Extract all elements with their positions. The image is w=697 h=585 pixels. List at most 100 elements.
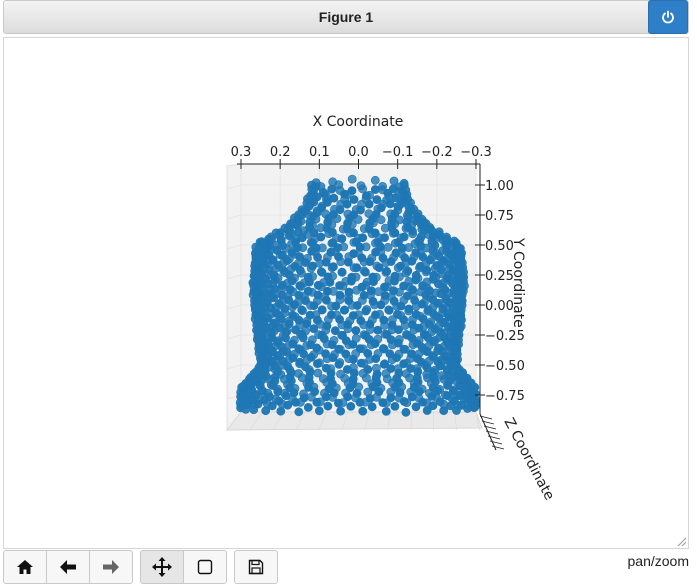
scatter-point [351, 349, 361, 358]
scatter-point [409, 378, 419, 388]
save-button[interactable] [234, 550, 278, 584]
scatter-point [322, 354, 332, 363]
scatter-point [404, 243, 413, 252]
z-tick [481, 420, 495, 425]
scatter-point [419, 297, 429, 307]
plot-svg[interactable]: 0.3 0.2 0.1 0.0 −0.1 −0.2 −0.3 1.00 0.75 0.50 0.25… [4, 38, 688, 548]
scatter-point [343, 378, 353, 388]
scatter-point [421, 267, 431, 277]
scatter-point [380, 223, 390, 233]
scatter-point [288, 302, 297, 312]
floor-gridline [318, 411, 327, 431]
scatter-point [337, 267, 347, 277]
scatter-point [275, 250, 285, 260]
scatter-point [416, 249, 426, 259]
scatter-point [278, 258, 288, 268]
zoom-button[interactable] [183, 550, 227, 584]
scatter-point [327, 301, 336, 311]
scatter-point [453, 400, 463, 410]
scatter-point [430, 263, 440, 273]
close-figure-button[interactable] [648, 0, 688, 34]
scatter-point [410, 239, 420, 248]
scatter-point [323, 315, 333, 324]
scatter-point [390, 238, 400, 248]
scatter-point [394, 349, 404, 359]
scatter-point [306, 301, 315, 310]
scatter-point [330, 247, 340, 257]
scatter-point [406, 387, 416, 397]
scatter-point [263, 388, 273, 398]
z-tick [483, 425, 497, 430]
scatter-point [343, 324, 353, 334]
z-tick [489, 440, 503, 445]
scatter-point [322, 377, 331, 387]
scatter-point [353, 215, 363, 224]
scatter-point [346, 401, 356, 411]
scatter-point [357, 199, 366, 209]
scatter-point [303, 253, 312, 263]
scatter-point [302, 341, 312, 350]
scatter-point [330, 326, 340, 336]
save-group [234, 550, 278, 584]
scatter-point [357, 295, 367, 305]
scatter-point [463, 401, 473, 411]
scatter-point [306, 237, 316, 247]
scatter-point [393, 205, 403, 215]
pan-button[interactable] [140, 550, 184, 584]
scatter-point [386, 387, 396, 397]
scatter-point [411, 301, 421, 311]
scatter-point [336, 406, 345, 416]
scatter-point [372, 195, 382, 204]
z-tick [479, 415, 493, 420]
scatter-point [302, 316, 312, 326]
scatter-point [423, 306, 433, 316]
back-button[interactable] [46, 550, 90, 584]
y-tick-label: −0.25 [485, 329, 525, 344]
scatter-point [327, 220, 337, 229]
scatter-point [447, 394, 457, 403]
scatter-point [314, 406, 324, 416]
scatter-point [337, 320, 347, 330]
y-tick-label: −0.50 [485, 359, 525, 374]
scatter-point [371, 272, 381, 282]
scatter-point [425, 388, 434, 398]
forward-button[interactable] [89, 550, 133, 584]
scatter-point [359, 320, 369, 330]
scatter-point [294, 407, 304, 417]
scatter-point [295, 359, 304, 369]
scatter-point [401, 258, 411, 268]
scatter-point [298, 243, 308, 252]
scatter-point [384, 305, 394, 315]
resize-grip-icon[interactable] [676, 536, 686, 546]
scatter-point [387, 325, 397, 335]
scatter-point [307, 335, 317, 345]
scatter-point [393, 364, 403, 373]
scatter-point [317, 267, 327, 277]
side-gridline [226, 304, 242, 310]
scatter-point [338, 281, 348, 291]
x-tick-label: 0.1 [309, 145, 330, 160]
scatter-point [273, 384, 283, 394]
scatter-point [434, 298, 444, 308]
scatter-point [409, 325, 419, 335]
scatter-point [278, 283, 288, 293]
scatter-point [459, 394, 469, 404]
scatter-point [380, 296, 390, 305]
scatter-point [328, 271, 337, 281]
scatter-point [382, 282, 392, 292]
scatter-point [348, 363, 358, 372]
scatter-point [313, 296, 322, 306]
scatter-point [359, 257, 369, 267]
scatter-point [413, 273, 423, 283]
home-icon [17, 560, 33, 574]
scatter-point [408, 291, 418, 301]
y-tick-label: 0.25 [485, 269, 514, 284]
scatter-point [408, 229, 418, 239]
scatter-point [417, 224, 427, 234]
scatter-point [416, 287, 426, 297]
home-button[interactable] [3, 550, 47, 584]
scatter-point [327, 184, 337, 194]
scatter-point [329, 335, 339, 345]
scatter-point [262, 399, 272, 408]
figure-canvas[interactable]: 0.3 0.2 0.1 0.0 −0.1 −0.2 −0.3 1.00 0.75 0.50 0.25… [3, 37, 689, 549]
